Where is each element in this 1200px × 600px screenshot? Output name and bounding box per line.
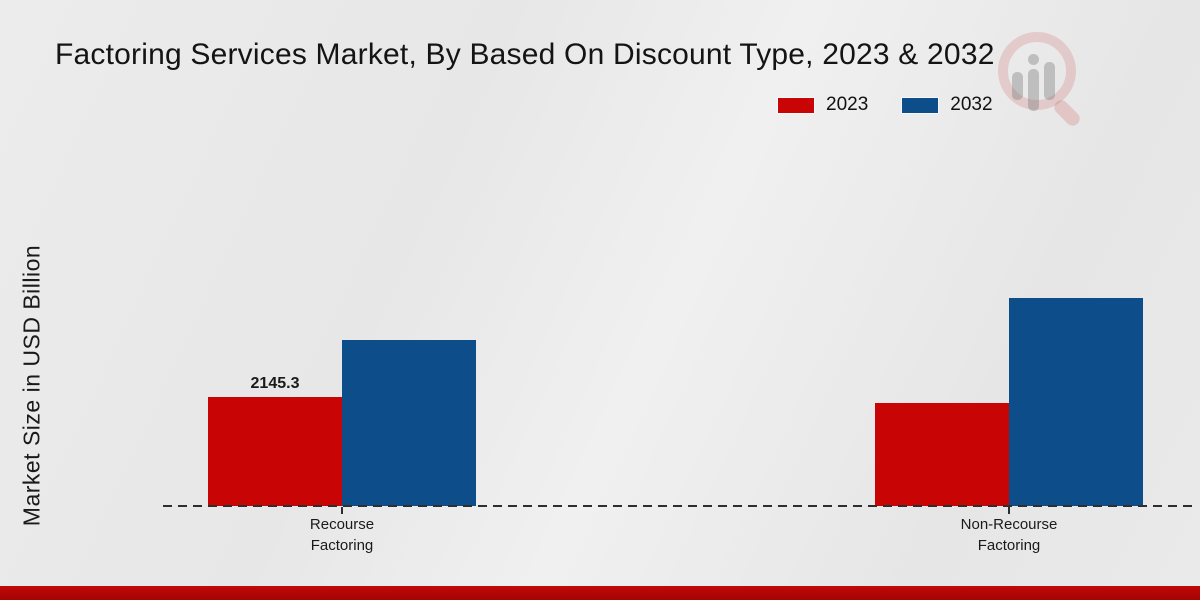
logo-bar-icon [1028, 69, 1039, 111]
category-label-line: Recourse [309, 516, 375, 533]
legend-label-2032: 2032 [950, 94, 993, 115]
y-axis-label: Market Size in USD Billion [18, 244, 45, 527]
x-axis-tick [341, 507, 343, 514]
category-label-line: Non-Recourse [960, 516, 1058, 533]
logo-dot-icon [1028, 54, 1039, 65]
legend-item-2023: 2023 [778, 94, 868, 116]
bar-recourse-factoring-2032 [342, 340, 476, 506]
footer-accent-bar [0, 586, 1200, 600]
legend: 2023 2032 [778, 94, 993, 116]
bar-value-label: 2145.3 [250, 375, 300, 392]
chart-title: Factoring Services Market, By Based On D… [55, 38, 995, 71]
x-axis-tick [1008, 507, 1010, 514]
category-label-recourse: Recourse Factoring [232, 514, 452, 556]
brand-watermark-logo [998, 12, 1088, 137]
category-label-line: Factoring [977, 537, 1041, 554]
x-axis-baseline [163, 505, 1193, 507]
category-label-line: Factoring [310, 537, 374, 554]
legend-swatch-2032 [902, 97, 939, 113]
bar-non-recourse-factoring-2023 [875, 403, 1009, 506]
legend-label-2023: 2023 [826, 94, 869, 115]
bar-recourse-factoring-2023 [208, 397, 342, 506]
legend-swatch-2023 [778, 97, 814, 113]
category-label-non-recourse: Non-Recourse Factoring [899, 514, 1119, 556]
magnifier-ring-icon [998, 32, 1076, 110]
legend-item-2032: 2032 [902, 94, 993, 116]
bar-non-recourse-factoring-2032 [1009, 298, 1143, 506]
magnifier-handle-icon [1051, 97, 1083, 129]
logo-bar-icon [1044, 62, 1055, 100]
logo-bar-icon [1012, 72, 1023, 100]
